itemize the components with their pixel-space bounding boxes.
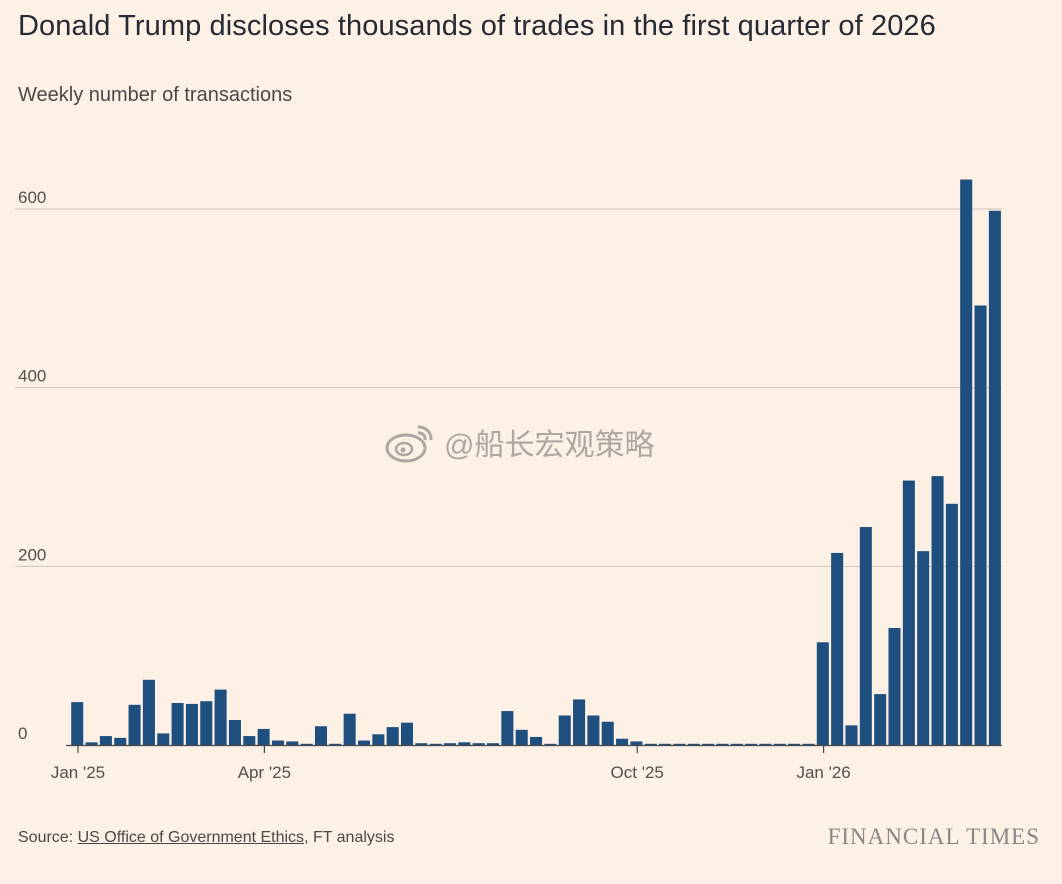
bar (974, 305, 987, 745)
bar (243, 736, 256, 745)
bar (687, 743, 700, 745)
x-tick-label: Oct '25 (611, 763, 664, 782)
bar (171, 703, 184, 745)
bar (515, 729, 528, 745)
bar (773, 743, 786, 745)
bar (788, 743, 801, 745)
bar (673, 743, 686, 745)
bar (530, 736, 543, 745)
bar (114, 737, 127, 745)
bar (400, 722, 414, 745)
weibo-icon (385, 425, 433, 463)
watermark-text: @船长宏观策略 (444, 429, 655, 462)
chart-title: Donald Trump discloses thousands of trad… (18, 10, 936, 42)
bar (487, 743, 500, 745)
bar (931, 476, 944, 745)
bar (228, 719, 241, 745)
bar (917, 551, 930, 745)
watermark: @船长宏观策略 (384, 420, 654, 464)
bar (874, 694, 887, 745)
bar (286, 741, 299, 745)
ft-logo: FINANCIAL TIMES (827, 824, 1040, 849)
x-axis: Jan '25 Apr '25 Oct '25 Jan '26 (51, 744, 1002, 782)
bar-chart: 0 200 400 600 Jan '25 Apr '25 Oct '25 Jan '26 (15, 179, 1002, 782)
bar (271, 740, 284, 745)
bar (802, 743, 815, 745)
bar (587, 715, 600, 745)
y-tick-label: 0 (18, 724, 27, 743)
source-link[interactable]: US Office of Government Ethics (77, 829, 305, 846)
y-tick-label: 200 (18, 545, 46, 564)
bar (888, 627, 901, 745)
bar (329, 743, 342, 745)
bar (745, 743, 758, 745)
bar (458, 742, 471, 745)
bar (644, 743, 657, 745)
source-note: Source: US Office of Government Ethics, … (18, 829, 394, 847)
bar (759, 743, 772, 745)
bar (616, 738, 629, 745)
bar (845, 725, 858, 745)
bar (501, 711, 514, 745)
bar (257, 728, 270, 745)
bar (730, 743, 743, 745)
bar (859, 527, 872, 745)
bar (472, 743, 485, 745)
gridlines (15, 208, 1002, 567)
bar (314, 726, 327, 745)
bar (142, 679, 155, 745)
x-tick-label: Jan '25 (51, 763, 105, 782)
bar (128, 704, 141, 745)
bar (372, 734, 385, 745)
bar (415, 743, 428, 745)
source-suffix: , FT analysis (304, 829, 395, 846)
bar (702, 743, 715, 745)
bar (716, 743, 729, 745)
chart-subtitle: Weekly number of transactions (18, 84, 293, 106)
bar (988, 210, 1001, 746)
bar (831, 552, 844, 745)
bar (816, 642, 829, 745)
bar (902, 480, 915, 745)
bar (71, 702, 84, 745)
bar (544, 743, 557, 745)
bar (960, 179, 973, 745)
x-tick-label: Jan '26 (796, 763, 850, 782)
bar (601, 721, 614, 745)
bar (214, 689, 227, 745)
x-tick-label: Apr '25 (238, 763, 291, 782)
bar (185, 703, 198, 745)
bar (85, 742, 98, 745)
bar (945, 503, 958, 745)
y-axis-labels: 0 200 400 600 (18, 188, 46, 743)
bar (429, 743, 442, 745)
bar (630, 741, 643, 745)
bar (343, 713, 356, 745)
bars (71, 179, 1001, 746)
y-tick-label: 400 (18, 367, 46, 386)
bar (357, 740, 371, 745)
bar (573, 699, 586, 745)
bar (300, 743, 313, 745)
bar (444, 743, 457, 745)
y-tick-label: 600 (18, 188, 46, 207)
source-prefix: Source: (18, 829, 78, 846)
bar (386, 727, 399, 745)
bar (200, 701, 213, 745)
bar (659, 743, 672, 745)
bar (99, 736, 112, 745)
bar (558, 715, 571, 745)
bar (157, 733, 170, 745)
